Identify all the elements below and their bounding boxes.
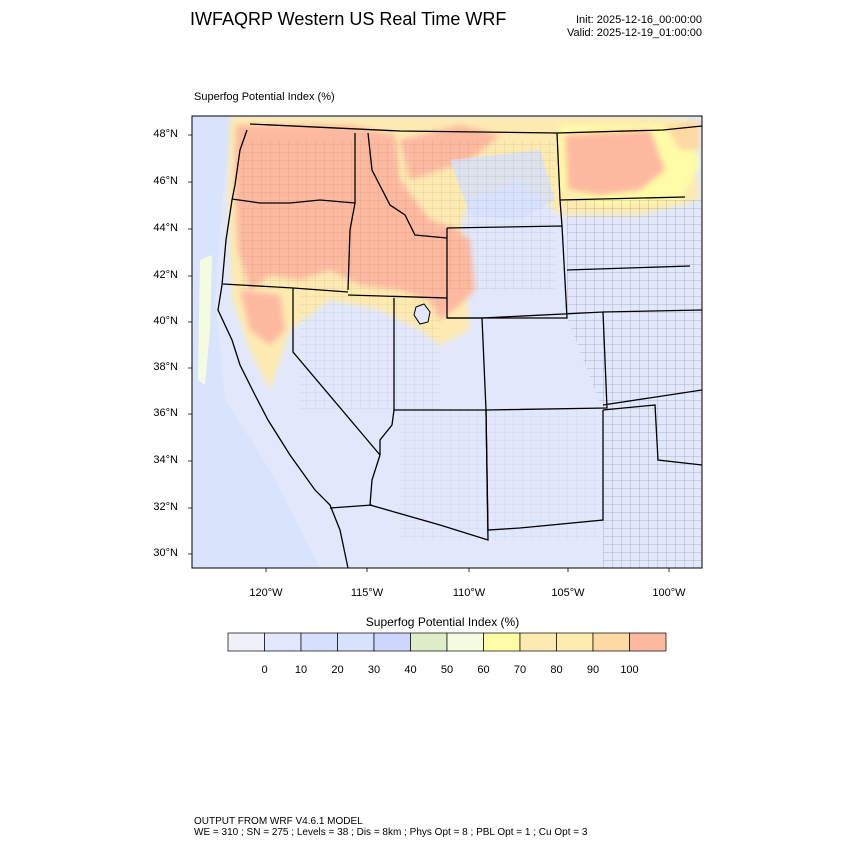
lat-tick-label: 48°N bbox=[153, 128, 178, 140]
lon-tick-label: 120°W bbox=[249, 587, 283, 599]
colorbar-label: 70 bbox=[513, 664, 527, 676]
lat-tick-label: 36°N bbox=[153, 407, 178, 419]
ocean-band bbox=[192, 116, 320, 568]
great-salt-lake bbox=[413, 303, 431, 325]
colorbar-swatch bbox=[227, 632, 265, 652]
lat-tick-label: 42°N bbox=[153, 269, 178, 281]
lat-tick-label: 32°N bbox=[153, 501, 178, 513]
colorbar-swatch bbox=[592, 632, 630, 652]
nd-sd-border bbox=[559, 196, 686, 201]
colorbar-swatch bbox=[264, 632, 302, 652]
colorbar-label: 10 bbox=[294, 664, 308, 676]
colorbar-title: Superfog Potential Index (%) bbox=[365, 615, 520, 629]
ca-mexico-border bbox=[329, 504, 373, 509]
colorbar-label: 0 bbox=[261, 664, 268, 676]
lon-tick-label: 115°W bbox=[350, 587, 384, 599]
colorbar-swatch bbox=[446, 632, 484, 652]
wy-borders bbox=[446, 225, 568, 319]
colorbar-swatch bbox=[410, 632, 448, 652]
ne-ks-border bbox=[602, 309, 702, 313]
colorbar-label: 40 bbox=[404, 664, 417, 676]
sd-ne-border bbox=[566, 265, 691, 271]
colorbar-swatch bbox=[556, 632, 594, 652]
county-lines bbox=[240, 140, 702, 568]
lat-tick-label: 46°N bbox=[153, 175, 178, 187]
colorbar-swatch bbox=[519, 632, 557, 652]
id-mt-border bbox=[367, 132, 448, 239]
plot-title: IWFAQRP Western US Real Time WRF bbox=[190, 9, 507, 29]
footer-model: OUTPUT FROM WRF V4.6.1 MODEL bbox=[194, 816, 363, 827]
lon-tick-label: 100°W bbox=[652, 587, 686, 599]
co-borders bbox=[481, 311, 608, 411]
colorbar-label: 30 bbox=[367, 664, 381, 676]
colorbar bbox=[227, 632, 667, 652]
colorbar-label: 100 bbox=[620, 664, 639, 676]
colorbar-swatch bbox=[483, 632, 521, 652]
coastal-fog-band bbox=[198, 255, 212, 385]
wa-or-border bbox=[231, 198, 356, 204]
lon-tick-label: 110°W bbox=[452, 587, 486, 599]
lon-tick-label: 105°W bbox=[551, 587, 585, 599]
map-frame bbox=[191, 115, 703, 569]
lat-tick-label: 44°N bbox=[153, 222, 178, 234]
colorbar-swatch bbox=[337, 632, 375, 652]
colorbar-swatch bbox=[300, 632, 338, 652]
lat-tick-label: 38°N bbox=[153, 361, 178, 373]
lat-tick-label: 30°N bbox=[153, 547, 178, 559]
state-boundaries bbox=[217, 123, 702, 568]
lat-tick-label: 40°N bbox=[153, 315, 178, 327]
colorbar-label: 50 bbox=[440, 664, 454, 676]
lat-tick-label: 34°N bbox=[153, 454, 178, 466]
footer-config: WE = 310 ; SN = 275 ; Levels = 38 ; Dis … bbox=[194, 827, 588, 838]
nv-az-border bbox=[379, 409, 395, 455]
nv-ca-border bbox=[292, 288, 381, 456]
id-south-border bbox=[347, 294, 448, 299]
tick-marks bbox=[188, 134, 670, 572]
field-label: Superfog Potential Index (%) bbox=[194, 91, 335, 103]
colorbar-label: 20 bbox=[331, 664, 344, 676]
init-time: Init: 2025-12-16_00:00:00 bbox=[576, 14, 702, 26]
colorbar-swatch bbox=[629, 632, 667, 652]
coastline bbox=[217, 129, 349, 568]
colorbar-label: 80 bbox=[550, 664, 563, 676]
colorbar-swatch bbox=[373, 632, 411, 652]
ok-tx-border bbox=[602, 389, 702, 466]
nm-border bbox=[485, 409, 604, 531]
colorbar-label: 90 bbox=[586, 664, 600, 676]
valid-time: Valid: 2025-12-19_01:00:00 bbox=[567, 27, 702, 39]
colorbar-label: 60 bbox=[477, 664, 490, 676]
id-west-border bbox=[347, 133, 356, 291]
